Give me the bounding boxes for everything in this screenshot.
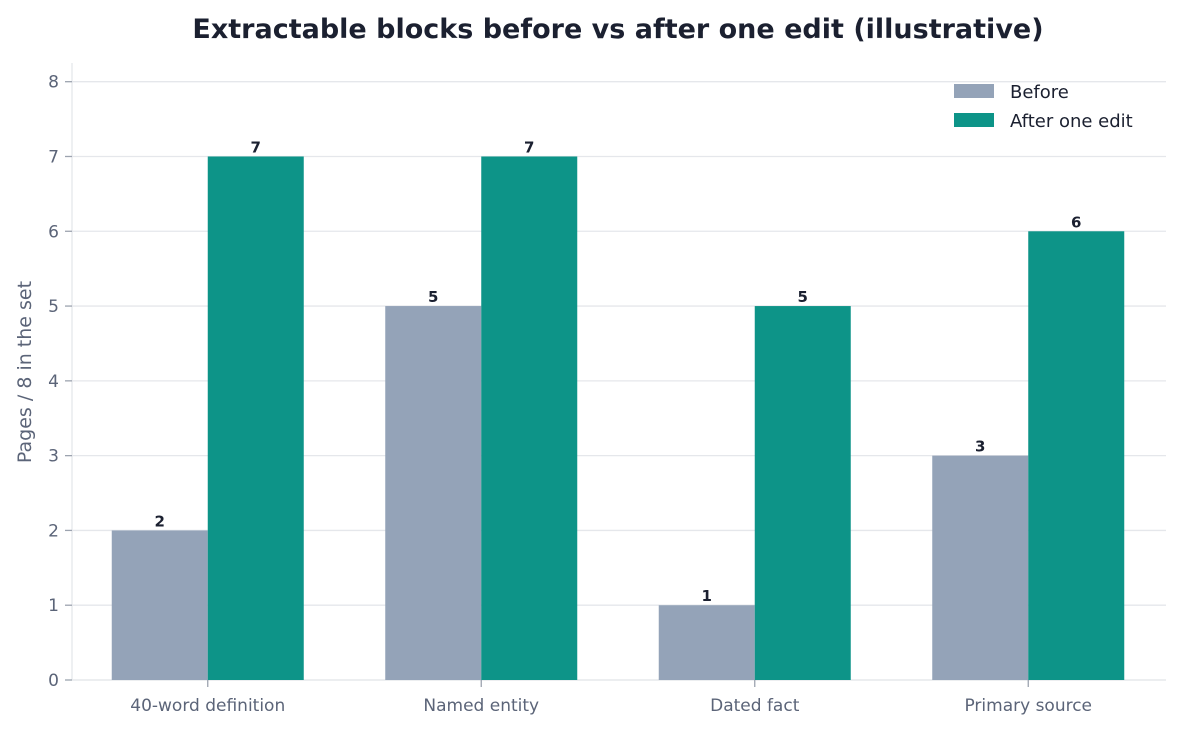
legend-swatch — [954, 113, 994, 127]
bar — [658, 605, 755, 680]
data-label: 1 — [702, 587, 712, 605]
data-label: 5 — [428, 288, 438, 306]
y-tick-label: 2 — [48, 521, 59, 541]
bar — [932, 455, 1029, 680]
x-tick-label: Primary source — [964, 696, 1092, 716]
y-tick-label: 0 — [48, 671, 59, 691]
y-tick-label: 8 — [48, 73, 59, 93]
bar — [754, 306, 851, 680]
y-tick-label: 4 — [48, 372, 59, 392]
y-axis-label: Pages / 8 in the set — [14, 281, 36, 463]
data-label: 7 — [524, 138, 534, 156]
bar — [481, 156, 578, 680]
legend-label: Before — [1010, 82, 1069, 103]
bar — [385, 306, 482, 680]
legend-swatch — [954, 84, 994, 98]
x-tick-label: 40-word definition — [130, 696, 285, 716]
bars: 2 7 5 7 1 5 3 6 — [111, 138, 1125, 681]
chart-title: Extractable blocks before vs after one e… — [192, 14, 1043, 45]
data-label: 6 — [1071, 213, 1081, 231]
data-label: 2 — [155, 512, 165, 530]
y-axis-ticks: 0 1 2 3 4 5 6 7 8 — [48, 73, 72, 691]
bar — [207, 156, 304, 680]
y-tick-label: 3 — [48, 447, 59, 467]
x-axis-ticks: 40-word definition Named entity Dated fact… — [130, 680, 1092, 716]
x-tick-label: Named entity — [423, 696, 539, 716]
data-label: 5 — [798, 288, 808, 306]
y-tick-label: 6 — [48, 222, 59, 242]
legend-label: After one edit — [1010, 111, 1133, 132]
data-label: 3 — [975, 438, 985, 456]
y-tick-label: 5 — [48, 297, 59, 317]
legend: Before After one edit — [954, 82, 1133, 132]
data-label: 7 — [251, 138, 261, 156]
y-tick-label: 1 — [48, 596, 59, 616]
y-tick-label: 7 — [48, 147, 59, 167]
x-tick-label: Dated fact — [710, 696, 800, 716]
bar — [1028, 231, 1125, 681]
bar — [111, 530, 208, 680]
